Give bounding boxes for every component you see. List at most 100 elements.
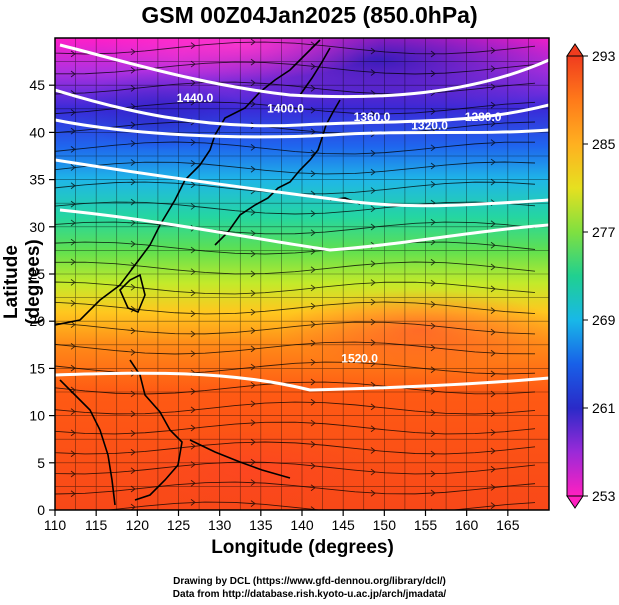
streamline-arrow [70,321,76,329]
streamline-arrow [130,410,136,418]
streamline-arrow [190,203,196,210]
streamline-arrow [130,48,136,56]
chart-title: GSM 00Z04Jan2025 (850.0hPa) [141,2,478,28]
streamline-arrow [370,360,376,368]
streamline-arrow [370,223,376,231]
streamline-arrow [250,58,256,66]
streamline-arrow [70,450,76,458]
streamline-arrow [250,270,256,278]
streamline-arrow [310,85,316,92]
streamline [55,401,536,415]
streamline-arrow [190,424,196,432]
colorbar: 293 285 277 269 261 253 [566,43,616,509]
contour-label: 1520.0 [341,352,378,366]
streamline-arrow [310,302,316,310]
streamline-arrow [490,349,496,357]
streamline [55,281,536,295]
streamline-arrow [130,283,136,291]
streamline-arrow [190,60,196,68]
streamline-arrow [310,248,316,255]
streamline-arrow [130,66,136,74]
streamline-arrow [430,144,436,152]
streamline-arrow [310,339,316,347]
streamline-arrow [250,230,256,237]
streamline [55,441,536,455]
streamline-arrow [130,240,136,248]
streamline-arrow [190,98,196,106]
streamline-arrow [310,106,316,114]
streamline-arrow [70,470,76,478]
x-tick-label: 120 [126,517,150,533]
streamline-arrow [250,438,256,446]
streamline-arrow [190,42,196,50]
streamline-arrow [310,484,316,492]
streamline-arrow [370,468,376,476]
streamline-arrow [490,429,496,436]
streamline-arrow [130,178,136,186]
streamline-arrow [130,503,136,510]
streamline-arrow [250,38,256,46]
y-tick-label: 45 [29,77,45,93]
streamline-arrow [190,310,196,318]
credit-data: Data from http://database.rish.kyoto-u.a… [172,589,447,600]
coastlines [55,39,361,506]
streamline-arrow [250,363,256,371]
streamline-arrow [430,258,436,266]
x-axis-ticks: 110 115 120 125 130 135 140 145 150 155 160 165 [44,510,520,533]
streamline-arrow [490,101,496,109]
streamline-arrow [130,85,136,92]
streamline-arrow [490,447,496,455]
streamline-arrow [250,289,256,297]
y-tick-label: 30 [29,219,45,235]
streamline-arrow [490,263,496,271]
streamline-arrow [490,220,496,228]
colorbar-tick-label: 261 [592,400,616,416]
streamline-arrow [490,328,496,336]
streamline-arrow [370,168,376,176]
streamline-arrow [310,440,316,448]
streamline-arrow [310,378,316,386]
streamline [55,361,536,375]
streamline-arrow [250,144,256,151]
streamline-arrow [370,205,376,213]
streamline-arrow [70,182,76,190]
streamline-arrow [370,339,376,346]
contour-labels: 1440.0 1400.0 1360.0 1320.0 1280.0 1520.0 [177,91,502,366]
y-tick-label: 35 [29,172,45,188]
streamline-arrow [130,448,136,456]
streamline-arrow [130,305,136,313]
streamline-arrow [70,509,72,510]
streamline-arrow [190,388,196,395]
streamline-arrow [130,121,136,129]
colorbar-tick-label: 277 [592,224,616,240]
streamline-arrow [370,318,376,326]
streamline-arrow [190,160,196,167]
streamline-arrow [370,403,376,411]
streamline-arrow [130,219,136,227]
streamline-arrow [430,489,436,497]
streamline-arrow [370,425,376,433]
streamline-arrow [190,79,196,87]
streamline-arrow [370,69,376,76]
x-tick-label: 155 [414,517,438,533]
streamline-arrow [190,350,196,358]
streamline-arrow [310,321,316,328]
colorbar-tick-label: 253 [592,488,616,504]
streamline-arrow [430,301,436,308]
streamline-arrow [490,158,496,166]
streamline-arrow [490,120,496,128]
streamline-arrow [70,342,76,350]
streamline-arrow [250,345,256,353]
streamline-arrow [190,442,196,450]
y-tick-label: 20 [29,313,45,329]
y-tick-label: 15 [29,360,45,376]
streamline-arrow [310,398,316,406]
streamline-arrow [130,348,136,356]
streamline-arrow [190,498,196,506]
streamline [55,461,536,475]
streamline [55,141,536,155]
streamline-arrow [190,139,196,146]
streamline-arrow [430,470,436,478]
streamline-arrow [430,388,436,395]
contour-label: 1280.0 [465,110,502,124]
